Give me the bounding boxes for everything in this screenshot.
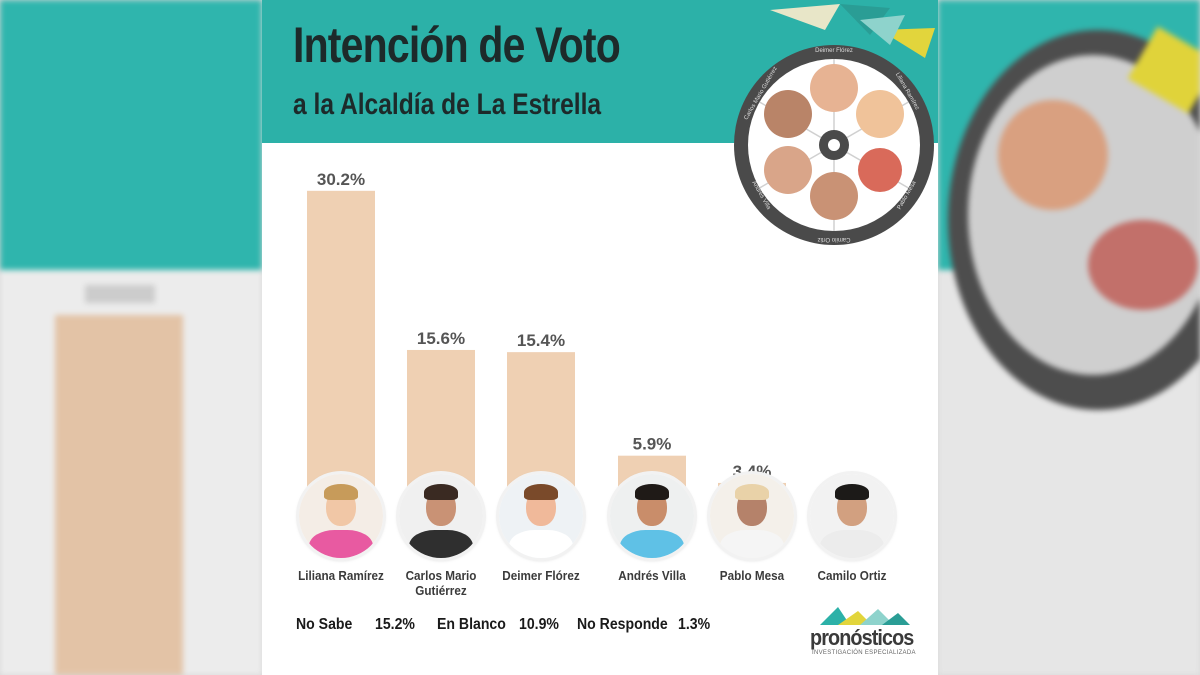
summary-en-blanco-value: 10.9%	[519, 616, 559, 633]
wheel-face-liliana	[856, 90, 904, 138]
blurred-background-left	[0, 0, 262, 675]
candidate-wheel-graphic: Deimer Flórez Liliana Ramírez Pablo Mesa…	[734, 4, 935, 245]
blurred-face	[1088, 220, 1198, 310]
wheel-name: Camilo Ortiz	[817, 236, 850, 242]
brand-mountains-icon	[820, 607, 910, 625]
summary-no-responde-value: 1.3%	[678, 616, 711, 633]
blurred-background-right	[938, 0, 1200, 675]
bar-value-label-4: 5.9%	[633, 435, 672, 454]
photo-body	[509, 530, 573, 558]
candidate-photo-2	[399, 474, 483, 558]
blurred-face	[998, 100, 1108, 210]
blurred-wheel-inner	[968, 55, 1200, 375]
wheel-face-andres	[764, 146, 812, 194]
candidate-name-1: Liliana Ramírez	[298, 568, 384, 583]
summary-no-responde-label: No Responde	[577, 616, 668, 633]
summary-no-sabe-label: No Sabe	[296, 616, 353, 633]
deco-triangle	[770, 4, 840, 30]
blurred-bar-label	[85, 285, 155, 303]
wheel-face-pablo	[858, 148, 902, 192]
wheel-hub-center	[828, 139, 840, 151]
candidate-name-3: Deimer Flórez	[502, 568, 580, 583]
candidate-name-5: Pablo Mesa	[719, 568, 785, 583]
photo-hair	[324, 484, 358, 500]
blurred-bar	[55, 315, 183, 675]
wheel-face-camilo	[810, 172, 858, 220]
summary-no-sabe-value: 15.2%	[375, 616, 415, 633]
photo-body	[309, 530, 373, 558]
photo-body	[820, 530, 884, 558]
wheel-face-deimer	[810, 64, 858, 112]
photo-body	[720, 530, 784, 558]
candidate-name-6: Camilo Ortiz	[817, 568, 887, 583]
candidate-wheel: Deimer Flórez Liliana Ramírez Pablo Mesa…	[730, 0, 938, 250]
wheel-name: Deimer Flórez	[815, 48, 853, 54]
photo-body	[409, 530, 473, 558]
wheel-face-carlos	[764, 90, 812, 138]
candidate-photo-1	[299, 474, 383, 558]
candidate-name-2: Gutiérrez	[415, 583, 467, 598]
brand-logo: pronósticos INVESTIGACIÓN ESPECIALIZADA	[810, 605, 920, 660]
page-title: Intención de Voto	[293, 17, 621, 73]
bar-value-label-2: 15.6%	[417, 329, 465, 348]
brand-tagline: INVESTIGACIÓN ESPECIALIZADA	[812, 650, 916, 656]
summary-en-blanco-label: En Blanco	[437, 616, 506, 633]
candidate-name-4: Andrés Villa	[618, 568, 686, 583]
candidate-photo-5	[710, 474, 794, 558]
photo-hair	[524, 484, 558, 500]
bar-value-label-1: 30.2%	[317, 170, 365, 189]
bar-value-label-3: 15.4%	[517, 331, 565, 350]
photo-hair	[424, 484, 458, 500]
photo-hair	[735, 484, 769, 500]
infographic-card: Intención de Voto a la Alcaldía de La Es…	[262, 0, 938, 675]
candidate-photo-3	[499, 474, 583, 558]
candidate-photo-6	[810, 474, 894, 558]
brand-name: pronósticos	[810, 625, 914, 650]
photo-hair	[635, 484, 669, 500]
candidate-photo-4	[610, 474, 694, 558]
page-subtitle: a la Alcaldía de La Estrella	[293, 88, 602, 121]
candidate-name-2: Carlos Mario	[405, 568, 477, 583]
photo-hair	[835, 484, 869, 500]
deco-triangle	[860, 15, 905, 45]
bar-1	[307, 190, 375, 520]
photo-body	[620, 530, 684, 558]
blurred-header-band	[0, 0, 262, 270]
